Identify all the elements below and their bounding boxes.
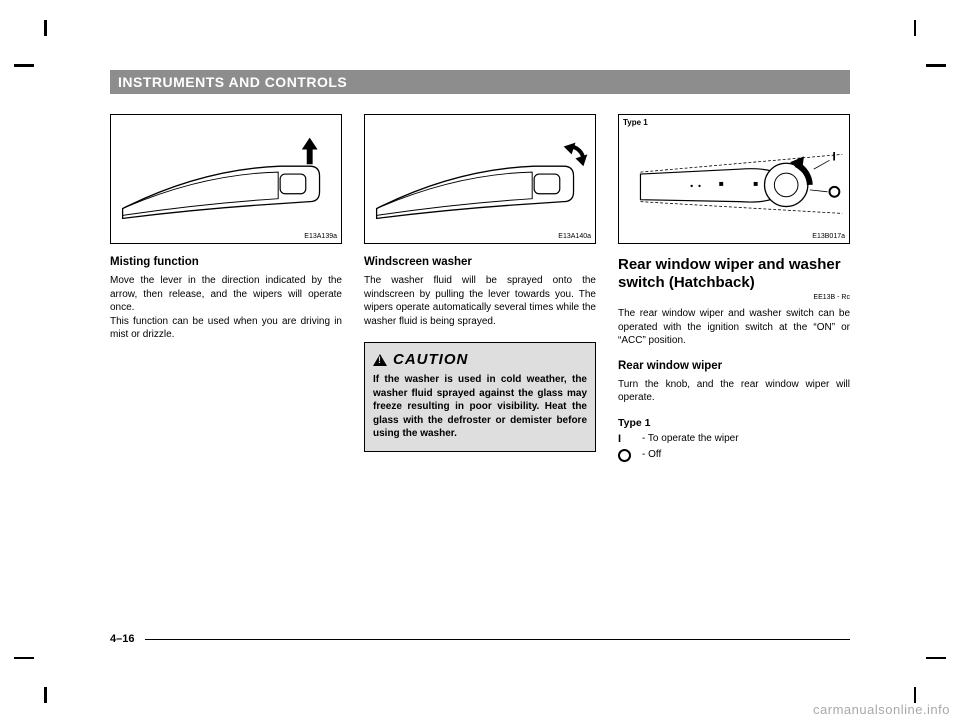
page-rule	[145, 639, 850, 640]
lever-pull-illustration	[365, 115, 595, 243]
subheading-misting: Misting function	[110, 256, 342, 268]
column-1: E13A139a Misting function Move the lever…	[110, 114, 342, 462]
figure-washer: E13A140a	[364, 114, 596, 244]
caution-title: CAUTION	[393, 351, 468, 368]
subheading-washer: Windscreen washer	[364, 256, 596, 268]
subheading-rear-wiper: Rear window wiper	[618, 360, 850, 372]
crop-mark	[44, 687, 47, 703]
body-text: Turn the knob, and the rear window wiper…	[618, 378, 850, 405]
content-area: INSTRUMENTS AND CONTROLS E13A139a Mistin…	[110, 70, 850, 462]
svg-text:I: I	[832, 149, 835, 163]
body-text: Move the lever in the direction indicate…	[110, 274, 342, 315]
column-3: Type 1	[618, 114, 850, 462]
type-label: Type 1	[618, 417, 850, 429]
body-text: This function can be used when you are d…	[110, 315, 342, 342]
crop-mark	[926, 657, 946, 660]
crop-mark	[914, 687, 917, 703]
crop-mark	[914, 20, 917, 36]
warning-triangle-icon	[373, 354, 387, 366]
type-desc: - Off	[642, 449, 661, 460]
figure-rear-wiper: Type 1	[618, 114, 850, 244]
crop-mark	[926, 64, 946, 67]
crop-mark	[14, 64, 34, 67]
symbol-i-icon: I	[618, 433, 632, 445]
body-text: The rear window wiper and washer switch …	[618, 307, 850, 348]
body-text: The washer fluid will be sprayed onto th…	[364, 274, 596, 328]
symbol-o-icon	[618, 449, 632, 462]
column-2: E13A140a Windscreen washer The washer fl…	[364, 114, 596, 462]
type-row: I - To operate the wiper	[618, 433, 850, 445]
main-heading-rear: Rear window wiper and washer switch (Hat…	[618, 256, 850, 292]
lever-up-illustration	[111, 115, 341, 243]
figure-misting: E13A139a	[110, 114, 342, 244]
crop-mark	[14, 657, 34, 660]
type-desc: - To operate the wiper	[642, 433, 739, 444]
caution-body: If the washer is used in cold weather, t…	[373, 373, 587, 441]
section-header: INSTRUMENTS AND CONTROLS	[110, 70, 850, 94]
rear-switch-illustration: I	[619, 115, 849, 243]
crop-mark	[44, 20, 47, 36]
figure-label: Type 1	[623, 118, 648, 127]
figure-id: E13A139a	[304, 233, 337, 240]
type-row: - Off	[618, 449, 850, 462]
page: INSTRUMENTS AND CONTROLS E13A139a Mistin…	[0, 0, 960, 723]
figure-id: E13A140a	[558, 233, 591, 240]
watermark: carmanualsonline.info	[813, 702, 950, 717]
ref-code: EE13B - Rc	[618, 294, 850, 301]
page-number: 4–16	[110, 633, 134, 645]
columns: E13A139a Misting function Move the lever…	[110, 114, 850, 462]
caution-header: CAUTION	[373, 351, 587, 368]
caution-box: CAUTION If the washer is used in cold we…	[364, 342, 596, 452]
figure-id: E13B017a	[812, 233, 845, 240]
